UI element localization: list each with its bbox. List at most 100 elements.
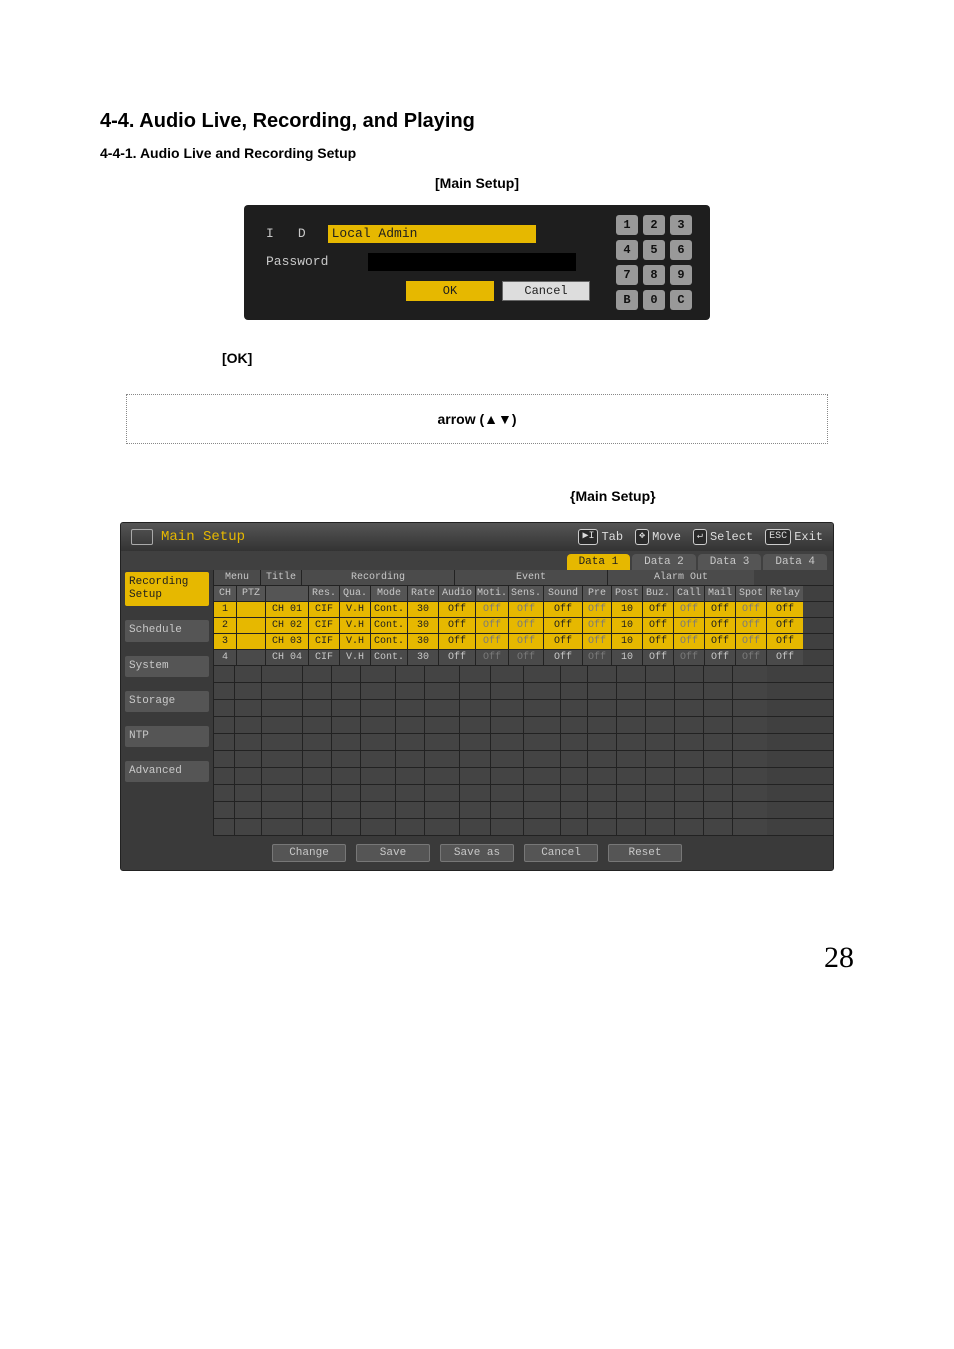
table-row-empty — [213, 785, 833, 802]
cell-rate: 30 — [407, 650, 438, 665]
arrow-instruction-box: arrow (▲▼) — [126, 394, 828, 444]
cell-relay: Off — [766, 650, 803, 665]
cell-audio: Off — [438, 634, 475, 649]
cell-sens: Off — [508, 602, 543, 617]
save-button[interactable]: Save — [356, 844, 430, 862]
cell-rate: 30 — [407, 634, 438, 649]
change-button[interactable]: Change — [272, 844, 346, 862]
id-input[interactable]: Local Admin — [328, 225, 536, 243]
cancel-button[interactable]: Cancel — [524, 844, 598, 862]
cell-title: CH 01 — [265, 602, 308, 617]
keypad-key-0[interactable]: 0 — [643, 290, 665, 310]
tab-key-icon: ▶I — [578, 529, 598, 545]
table-row[interactable]: 2CH 02CIFV.HCont.30OffOffOffOffOff10OffO… — [213, 618, 833, 634]
data-tab-2[interactable]: Data 2 — [632, 554, 696, 570]
table-row-empty — [213, 819, 833, 836]
cell-mail: Off — [704, 634, 735, 649]
keypad-key-4[interactable]: 4 — [616, 240, 638, 260]
keypad-key-7[interactable]: 7 — [616, 265, 638, 285]
side-item-advanced[interactable]: Advanced — [125, 761, 209, 782]
cell-spot: Off — [735, 634, 766, 649]
side-item-schedule[interactable]: Schedule — [125, 620, 209, 641]
col-header-pre: Pre — [582, 586, 611, 601]
col-header-rate: Rate — [407, 586, 438, 601]
keypad-key-1[interactable]: 1 — [616, 215, 638, 235]
col-header-buz: Buz. — [642, 586, 673, 601]
keypad-key-3[interactable]: 3 — [670, 215, 692, 235]
side-item-storage[interactable]: Storage — [125, 691, 209, 712]
keypad-key-B[interactable]: B — [616, 290, 638, 310]
keypad-key-2[interactable]: 2 — [643, 215, 665, 235]
cell-spot: Off — [735, 618, 766, 633]
col-header-sound: Sound — [543, 586, 582, 601]
cell-pre: Off — [582, 650, 611, 665]
group-header-alarm-out: Alarm Out — [607, 570, 754, 585]
group-header-recording: Recording — [301, 570, 454, 585]
side-item-recording-setup[interactable]: Recording Setup — [125, 572, 209, 606]
cancel-button[interactable]: Cancel — [502, 281, 590, 301]
password-input[interactable] — [368, 253, 576, 271]
cell-title: CH 03 — [265, 634, 308, 649]
cell-mail: Off — [704, 650, 735, 665]
footer-buttons: Change Save Save as Cancel Reset — [121, 836, 833, 870]
hint-tab: Tab — [601, 530, 623, 544]
col-header-moti: Moti. — [475, 586, 508, 601]
table-row-empty — [213, 717, 833, 734]
id-letter-d: D — [298, 226, 306, 241]
cell-qua: V.H — [339, 634, 370, 649]
panel-title: Main Setup — [161, 529, 245, 545]
cell-sens: Off — [508, 650, 543, 665]
save-as-button[interactable]: Save as — [440, 844, 514, 862]
keypad-key-8[interactable]: 8 — [643, 265, 665, 285]
main-setup-caption: [Main Setup] — [100, 175, 854, 191]
subsection-heading: 4-4-1. Audio Live and Recording Setup — [100, 145, 854, 161]
keypad-key-6[interactable]: 6 — [670, 240, 692, 260]
group-header-menu: Menu — [213, 570, 260, 585]
table-row[interactable]: 1CH 01CIFV.HCont.30OffOffOffOffOff10OffO… — [213, 602, 833, 618]
col-header-sens: Sens. — [508, 586, 543, 601]
cell-call: Off — [673, 650, 704, 665]
reset-button[interactable]: Reset — [608, 844, 682, 862]
table-row-empty — [213, 768, 833, 785]
side-item-system[interactable]: System — [125, 656, 209, 677]
cell-buz: Off — [642, 602, 673, 617]
cell-qua: V.H — [339, 650, 370, 665]
cell-res: CIF — [308, 634, 339, 649]
data-tab-3[interactable]: Data 3 — [698, 554, 762, 570]
id-label: I D — [266, 226, 306, 241]
table-row[interactable]: 4CH 04CIFV.HCont.30OffOffOffOffOff10OffO… — [213, 650, 833, 666]
cell-sound: Off — [543, 602, 582, 617]
cell-title: CH 04 — [265, 650, 308, 665]
cell-ch: 3 — [213, 634, 236, 649]
table-row[interactable]: 3CH 03CIFV.HCont.30OffOffOffOffOff10OffO… — [213, 634, 833, 650]
cell-ch: 1 — [213, 602, 236, 617]
cell-qua: V.H — [339, 602, 370, 617]
hint-bar: ▶ITab ✥Move ↵Select ESCExit — [578, 529, 823, 545]
cell-spot: Off — [735, 650, 766, 665]
keypad-key-C[interactable]: C — [670, 290, 692, 310]
cell-res: CIF — [308, 602, 339, 617]
ok-button[interactable]: OK — [406, 281, 494, 301]
side-item-ntp[interactable]: NTP — [125, 726, 209, 747]
data-tab-4[interactable]: Data 4 — [763, 554, 827, 570]
col-header-ch: CH — [213, 586, 236, 601]
col-header-call: Call — [673, 586, 704, 601]
cell-moti: Off — [475, 634, 508, 649]
cell-res: CIF — [308, 618, 339, 633]
cell-call: Off — [673, 634, 704, 649]
cell-ptz — [236, 602, 265, 617]
col-header-res: Res. — [308, 586, 339, 601]
data-tab-1[interactable]: Data 1 — [567, 554, 631, 570]
cell-moti: Off — [475, 618, 508, 633]
keypad-key-9[interactable]: 9 — [670, 265, 692, 285]
cell-call: Off — [673, 618, 704, 633]
group-header-title: Title — [260, 570, 301, 585]
cell-post: 10 — [611, 634, 642, 649]
cell-mode: Cont. — [370, 618, 407, 633]
keyboard-icon — [131, 529, 153, 545]
recording-grid: MenuTitleRecordingEventAlarm Out CHPTZRe… — [213, 570, 833, 836]
col-header-title-blank — [265, 586, 308, 601]
keypad-key-5[interactable]: 5 — [643, 240, 665, 260]
cell-mode: Cont. — [370, 602, 407, 617]
cell-call: Off — [673, 602, 704, 617]
